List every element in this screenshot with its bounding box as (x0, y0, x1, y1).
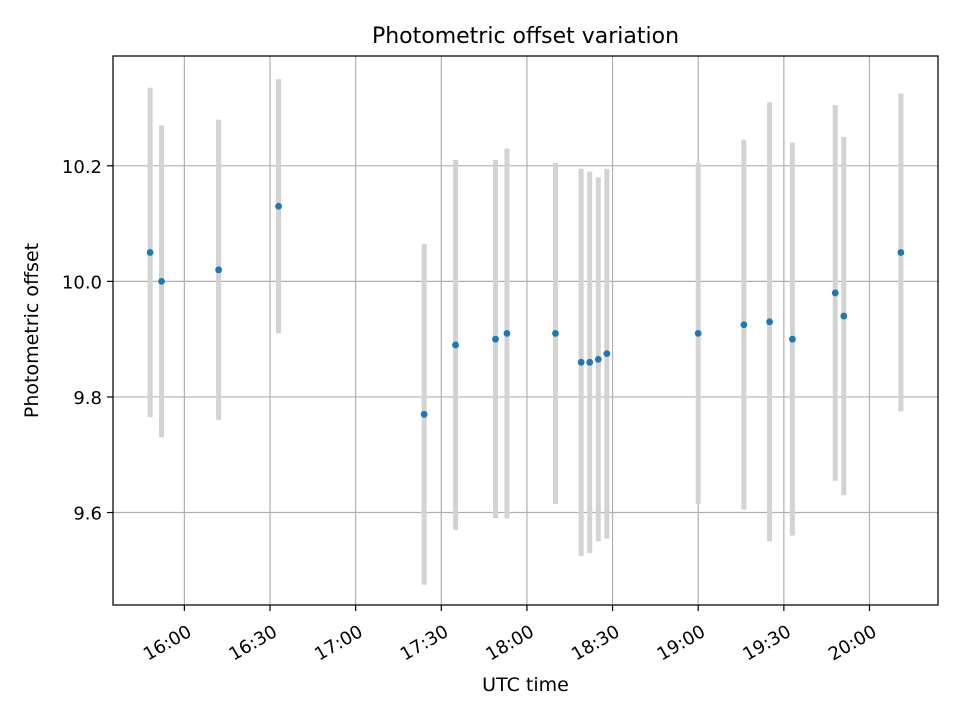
y-tick-label: 10.0 (62, 272, 102, 293)
x-tick-label: 18:30 (568, 621, 623, 665)
data-point (594, 355, 602, 363)
data-point (420, 410, 428, 418)
x-tick-label: 19:30 (739, 621, 794, 665)
x-tick-label: 19:00 (654, 621, 709, 665)
x-tick-label: 16:00 (140, 621, 195, 665)
plot-frame (112, 55, 939, 606)
errorbar-layer (147, 79, 904, 585)
data-point (897, 249, 905, 256)
x-tick-label: 18:00 (482, 621, 537, 665)
data-point (603, 350, 611, 358)
x-tick-label: 17:30 (397, 621, 452, 665)
x-tick-label: 17:00 (311, 621, 366, 665)
data-point (492, 335, 499, 343)
data-point (840, 312, 848, 320)
data-point (577, 358, 585, 366)
data-point (831, 289, 839, 297)
data-point (789, 335, 796, 343)
data-point (503, 329, 511, 337)
data-point (158, 277, 165, 285)
chart-title: Photometric offset variation (372, 24, 679, 49)
data-point (694, 329, 702, 337)
x-tick-label: 16:30 (225, 621, 280, 665)
data-point (215, 266, 223, 274)
y-tick-label: 9.8 (73, 388, 102, 409)
data-point (452, 341, 459, 349)
data-point (586, 358, 594, 366)
x-axis-label: UTC time (482, 674, 569, 696)
x-tick-label: 20:00 (825, 621, 880, 665)
grid-layer (113, 56, 938, 605)
data-point (766, 318, 773, 326)
data-point (146, 249, 154, 256)
y-tick-label: 9.6 (73, 504, 102, 525)
y-axis-label: Photometric offset (21, 243, 43, 418)
data-point (552, 329, 559, 337)
data-point (275, 202, 282, 210)
point-layer (146, 202, 905, 418)
data-point (740, 321, 748, 329)
y-tick-label: 10.2 (62, 157, 102, 178)
